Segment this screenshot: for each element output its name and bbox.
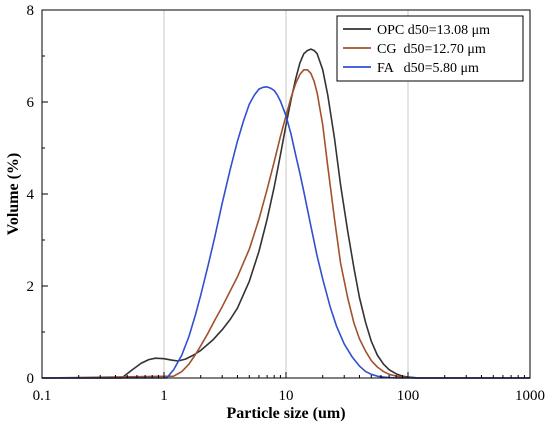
y-tick-label: 2 [27, 279, 35, 295]
series-line-1 [41, 69, 530, 379]
x-tick-label: 1000 [515, 388, 545, 404]
series-line-2 [42, 86, 530, 379]
legend: OPC d50=13.08 μm CG d50=12.70 μm FA d50=5.… [336, 15, 524, 82]
legend-label: FA d50=5.80 μm [377, 61, 479, 76]
x-tick-label: 10 [279, 388, 294, 404]
y-tick-label: 4 [27, 187, 35, 203]
series-lines [41, 48, 530, 379]
axis-ticks: 0.1 1 10 100 1000 0 2 4 6 8 [27, 3, 546, 404]
x-axis-title: Particle size (um) [226, 405, 345, 422]
x-tick-label: 0.1 [33, 388, 52, 404]
series-line-0 [42, 48, 530, 379]
legend-label: OPC d50=13.08 μm [377, 23, 490, 38]
y-tick-label: 0 [27, 371, 35, 387]
y-axis-title: Volume (%) [5, 153, 22, 236]
x-tick-label: 1 [160, 388, 168, 404]
y-tick-label: 6 [27, 95, 35, 111]
legend-label: CG d50=12.70 μm [377, 42, 486, 57]
y-tick-label: 8 [27, 3, 35, 19]
x-tick-label: 100 [397, 388, 420, 404]
